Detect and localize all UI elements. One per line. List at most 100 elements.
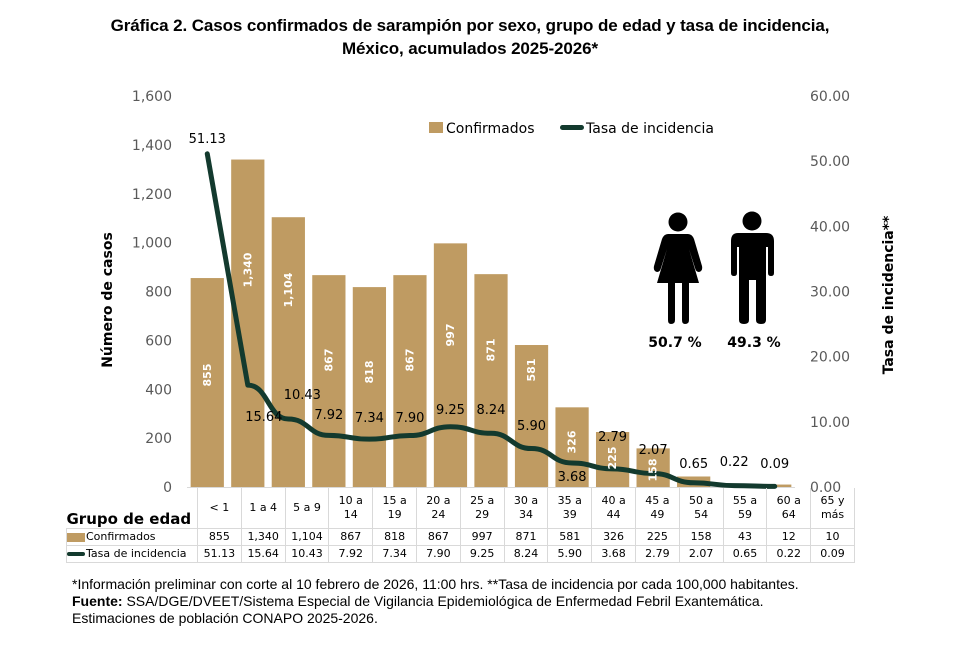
bar-value-label: 867 <box>322 349 335 372</box>
left-tick-label: 1,400 <box>132 138 172 154</box>
category-label-line: < 1 <box>209 501 230 514</box>
category-label-line: 64 <box>781 508 796 521</box>
bar-6 <box>433 243 468 487</box>
chart-title: Gráfica 2. Casos confirmados de sarampió… <box>0 14 940 60</box>
table-category-header: 50 a 54 <box>678 488 724 529</box>
line-swatch-icon <box>67 552 85 556</box>
rate-value-label: 10.43 <box>284 388 321 403</box>
category-label-line: 25 a <box>470 494 495 507</box>
male-percent: 49.3 % <box>727 335 780 351</box>
source-text: SSA/DGE/DVEET/Sistema Especial de Vigila… <box>72 593 764 626</box>
rate-value-label: 0.22 <box>720 455 749 470</box>
bar-3 <box>312 275 346 487</box>
table-cell: 1,340 <box>240 528 286 546</box>
table-cell: 8.24 <box>503 545 549 563</box>
category-label-line: 39 <box>562 508 577 521</box>
category-label-line: 14 <box>343 508 358 521</box>
category-label-line: 20 a <box>426 494 451 507</box>
category-label-line: 5 a 9 <box>293 501 321 514</box>
right-tick-label: 20.00 <box>810 350 850 366</box>
category-label-line: 50 a <box>689 494 714 507</box>
table-category-header: 30 a 34 <box>503 488 549 529</box>
table-cell: 10 <box>810 528 855 546</box>
table-cell: 12 <box>766 528 812 546</box>
footnote-preliminary: *Información preliminar con corte al 10 … <box>72 576 799 592</box>
category-label-line: 29 <box>475 508 490 521</box>
table-cell: 51.13 <box>197 545 242 563</box>
table-cell: 818 <box>372 528 417 546</box>
table-cell: 867 <box>328 528 374 546</box>
left-tick-label: 600 <box>145 333 172 349</box>
bar-value-label: 997 <box>444 324 457 347</box>
category-label-line: 24 <box>431 508 446 521</box>
female-figure-icon <box>653 212 703 324</box>
source-label: Fuente: <box>72 593 123 609</box>
table-cell: 7.34 <box>372 545 417 563</box>
bar-9 <box>555 407 589 487</box>
right-axis-title: Tasa de incidencia** <box>881 215 897 374</box>
legend-swatch-tasa <box>560 125 584 130</box>
table-category-header: 20 a 24 <box>415 488 461 529</box>
bar-0 <box>190 278 224 487</box>
bar-value-label: 818 <box>363 361 376 384</box>
table-row-label: Confirmados <box>66 528 198 546</box>
table-cell: 5.90 <box>547 545 593 563</box>
bar-11 <box>636 448 670 487</box>
bar-swatch-icon <box>67 532 85 542</box>
female-percent: 50.7 % <box>648 335 701 351</box>
bar-value-label: 1,340 <box>241 252 254 287</box>
chart-title-line-1: Gráfica 2. Casos confirmados de sarampió… <box>110 16 830 35</box>
table-category-header: 55 a 59 <box>722 488 768 529</box>
bar-value-label: 855 <box>201 364 214 387</box>
left-tick-label: 1,600 <box>132 89 172 105</box>
bar-8 <box>514 345 549 487</box>
table-category-header: 25 a 29 <box>459 488 505 529</box>
category-label-line: 10 a <box>338 494 363 507</box>
right-tick-label: 30.00 <box>810 285 850 301</box>
table-category-header: 15 a 19 <box>372 488 417 529</box>
table-cell: 0.09 <box>810 545 855 563</box>
category-label-line: 59 <box>737 508 752 521</box>
table-cell: 0.22 <box>766 545 812 563</box>
category-label-line: 19 <box>387 508 402 521</box>
right-tick-label: 40.00 <box>810 219 850 235</box>
table-category-header: 35 a 39 <box>547 488 593 529</box>
rate-value-label: 5.90 <box>517 419 546 434</box>
table-cell: 3.68 <box>591 545 636 563</box>
bar-5 <box>393 275 427 487</box>
row-label-text: Confirmados <box>86 530 156 543</box>
table-cell: 225 <box>634 528 680 546</box>
legend-label-confirmados: Confirmados <box>446 121 535 137</box>
rate-value-label: 51.13 <box>189 132 226 147</box>
category-label-line: 55 a <box>732 494 758 507</box>
table-category-header: 45 a 49 <box>634 488 680 529</box>
rate-line <box>204 151 778 489</box>
right-tick-label: 60.00 <box>810 89 850 105</box>
bar-value-label: 326 <box>566 430 579 453</box>
left-axis-ticks: 0 200 400 600 800 1,000 1,200 1,400 1,600 <box>132 89 172 496</box>
category-label-line: 54 <box>694 508 709 521</box>
bar-labels: 855 1,340 1,104 867 818 867 997 871 581 326 225 158 <box>201 252 660 481</box>
table-cell: 15.64 <box>240 545 286 563</box>
table-cell: 9.25 <box>459 545 505 563</box>
footnotes: *Información preliminar con corte al 10 … <box>72 576 832 627</box>
bar-2 <box>271 217 305 487</box>
left-tick-label: 1,200 <box>132 187 172 203</box>
rate-value-label: 7.92 <box>314 408 343 423</box>
table-header-label: Grupo de edad <box>66 510 192 528</box>
bar-value-label: 158 <box>647 459 660 482</box>
rate-value-label: 2.79 <box>598 430 627 445</box>
table-category-header: < 1 <box>197 488 242 529</box>
legend-swatch-confirmados <box>429 122 443 133</box>
left-tick-label: 400 <box>145 382 172 398</box>
bar-value-label: 1,104 <box>282 272 295 307</box>
table-cell: 997 <box>459 528 505 546</box>
left-tick-label: 800 <box>145 285 172 301</box>
footnote-source: Fuente: SSA/DGE/DVEET/Sistema Especial d… <box>72 593 832 627</box>
rate-value-label: 0.65 <box>679 457 708 472</box>
table-cell: 158 <box>678 528 724 546</box>
